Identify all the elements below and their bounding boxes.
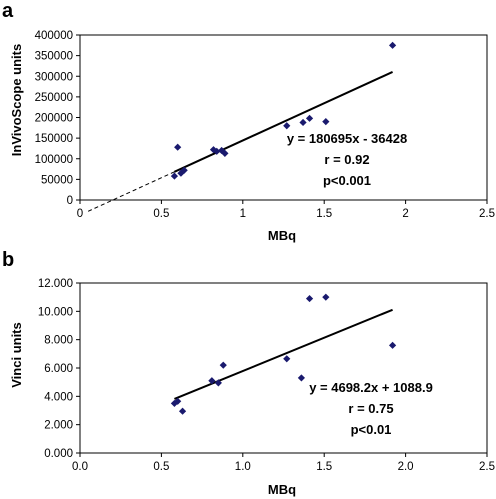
panel-b-y-axis-title: Vinci units: [9, 322, 24, 388]
panel-a-data-point: [174, 143, 182, 151]
panel-b-y-tick-label: 0.000: [44, 448, 73, 460]
panel-a-x-tick-label: 0: [77, 208, 83, 220]
panel-b-p-value: p<0.01: [351, 422, 392, 437]
panel-a-data-point: [305, 114, 314, 122]
panel-b-y-tick-label: 10.000: [38, 306, 73, 318]
panel-a-data-point: [213, 147, 221, 155]
panel-a-x-tick-label: 1.5: [316, 208, 332, 220]
panel-b-x-tick-label: 0.5: [153, 461, 169, 473]
panel-a-fit-line-extrapolated: [87, 171, 175, 212]
panel-a-y-tick-label: 350000: [35, 51, 73, 63]
panel-b-data-point: [208, 377, 216, 385]
panel-b-data-point: [174, 397, 182, 405]
panel-b-y-tick-label: 12.000: [38, 278, 73, 290]
panel-a-r-value: r = 0.92: [324, 152, 369, 167]
panel-a-y-tick-label: 150000: [35, 133, 73, 145]
panel-b-data-point: [178, 407, 187, 415]
panel-b-x-tick-label: 2.0: [398, 461, 414, 473]
panel-a-chart: 0 0.5 1 1.5 2 2.5 0 50000 100000 150000 200000 2500…: [35, 30, 495, 220]
panel-b-data-point: [219, 361, 227, 369]
panel-a-plot-frame: [79, 34, 488, 201]
panel-a-y-tick-label: 300000: [35, 71, 73, 83]
panel-a-data-point: [283, 122, 291, 130]
panel-b-data-point: [214, 379, 222, 387]
panel-b-data-point: [297, 374, 306, 382]
panel-b-y-tick-label: 4.000: [44, 391, 73, 403]
panel-a-y-tick-label: 100000: [35, 154, 73, 166]
panel-b-x-tick-label: 1.0: [235, 461, 251, 473]
panel-b-data-point: [283, 355, 291, 363]
panel-b-x-tick-label: 1.5: [316, 461, 332, 473]
panel-a-y-tick-label: 250000: [35, 92, 73, 104]
panel-b-equation: y = 4698.2x + 1088.9: [309, 380, 433, 395]
panel-b-plot-frame: [79, 282, 488, 454]
panel-a-data-point: [170, 172, 179, 180]
panel-a-x-axis-title: MBq: [268, 228, 296, 243]
panel-a-x-tick-label: 0.5: [153, 208, 169, 220]
panel-a-data-point: [221, 149, 229, 157]
panel-b-letter: b: [2, 249, 14, 271]
panel-b-data-point: [322, 293, 330, 301]
panel-a-data-point: [180, 166, 188, 174]
panel-a-data-point: [388, 41, 397, 49]
panel-a-x-tick-label: 1: [240, 208, 246, 220]
panel-b-data-point: [305, 294, 314, 303]
panel-a-y-axis-title: InVivoScope units: [9, 44, 24, 156]
panel-b-y-tick-label: 8.000: [44, 335, 73, 347]
panel-b-x-axis-title: MBq: [268, 482, 296, 497]
panel-b-r-value: r = 0.75: [348, 401, 393, 416]
panel-b-fit-line: [174, 308, 393, 400]
panel-a-equation: y = 180695x - 36428: [287, 131, 407, 146]
panel-a-fit-line: [174, 71, 393, 173]
panel-b-x-tick-label: 0.0: [72, 461, 88, 473]
panel-a-y-tick-label: 200000: [35, 113, 73, 125]
panel-a-letter: a: [2, 0, 14, 22]
panel-b-chart: 0.0 0.5 1.0 1.5 2.0 2.5 0.000 2.000 4.000 6.000 8.…: [38, 278, 495, 473]
panel-b-y-tick-label: 2.000: [44, 420, 73, 432]
panel-a-y-tick-label: 0: [67, 195, 73, 207]
panel-a-p-value: p<0.001: [323, 173, 371, 188]
panel-a-data-point: [322, 118, 330, 126]
panel-a-y-tick-label: 400000: [35, 30, 73, 42]
panel-b-data-point: [388, 341, 397, 349]
panel-a-x-tick-label: 2.5: [479, 208, 495, 220]
panel-b-y-tick-label: 6.000: [44, 363, 73, 375]
panel-a-x-tick-label: 2: [402, 208, 408, 220]
panel-b-x-tick-label: 2.5: [479, 461, 495, 473]
panel-a-data-point: [299, 118, 307, 127]
panel-a-y-tick-label: 50000: [41, 174, 73, 186]
